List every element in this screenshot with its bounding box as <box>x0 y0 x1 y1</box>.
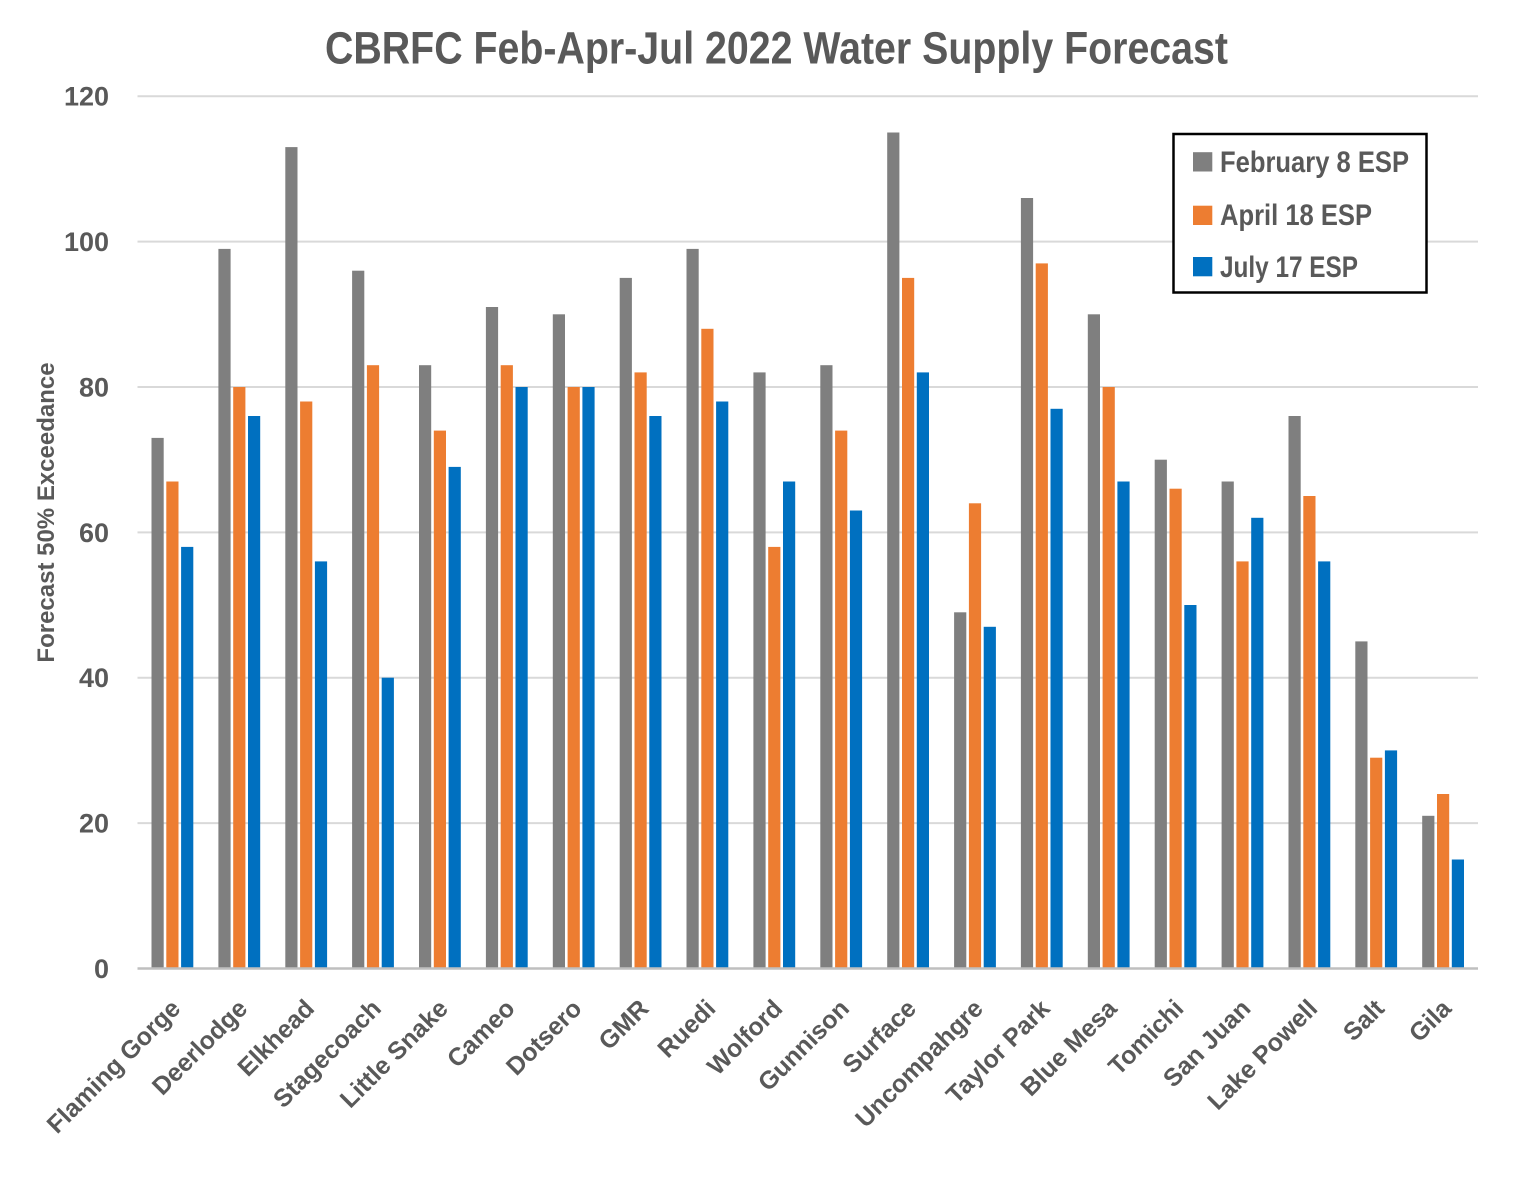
svg-text:40: 40 <box>79 663 109 693</box>
svg-text:100: 100 <box>64 227 109 257</box>
svg-text:July 17 ESP: July 17 ESP <box>1220 251 1358 284</box>
svg-text:April 18 ESP: April 18 ESP <box>1220 199 1372 232</box>
svg-text:Forecast 50% Exceedance: Forecast 50% Exceedance <box>33 362 60 662</box>
svg-text:60: 60 <box>79 518 109 548</box>
svg-text:20: 20 <box>79 809 109 839</box>
svg-text:February 8 ESP: February 8 ESP <box>1220 146 1409 179</box>
svg-text:80: 80 <box>79 373 109 403</box>
svg-text:0: 0 <box>94 954 109 984</box>
svg-text:120: 120 <box>64 82 109 112</box>
svg-text:CBRFC Feb-Apr-Jul 2022 Water S: CBRFC Feb-Apr-Jul 2022 Water Supply Fore… <box>325 23 1228 74</box>
